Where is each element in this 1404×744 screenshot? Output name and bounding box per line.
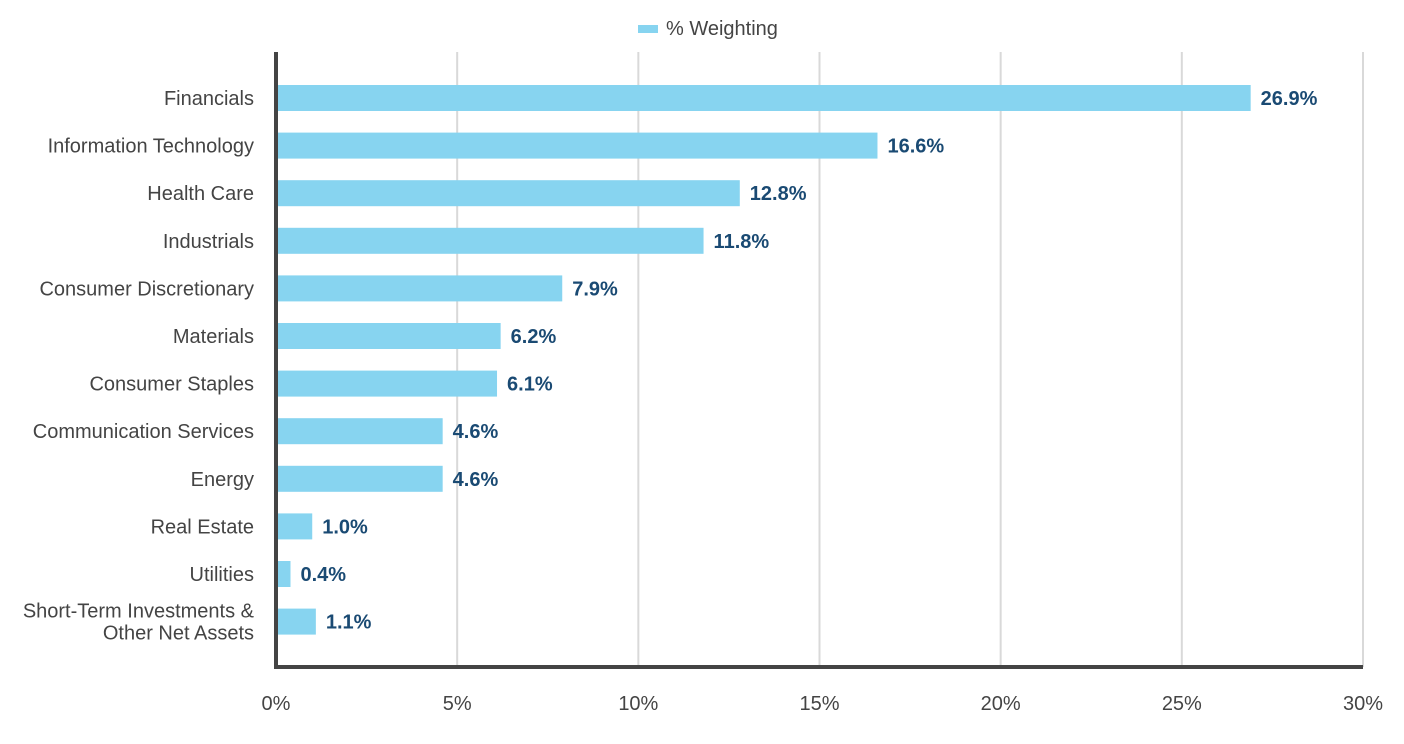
category-label-line: Energy (191, 469, 254, 491)
bar-5 (276, 323, 501, 349)
category-label-line: Consumer Staples (89, 374, 254, 396)
bar-11 (276, 608, 316, 635)
category-label-line: Communication Services (33, 421, 254, 443)
legend-label: % Weighting (666, 17, 778, 40)
value-label-3: 11.8% (714, 231, 770, 253)
category-label-2: Health Care (147, 183, 254, 205)
bar-7 (276, 418, 443, 445)
bar-10 (276, 561, 291, 587)
category-label-7: Communication Services (33, 421, 254, 443)
category-label-line: Other Net Assets (103, 623, 254, 645)
value-label-10: 0.4% (300, 564, 346, 586)
category-label-9: Real Estate (151, 516, 254, 538)
category-label-line: Industrials (163, 231, 254, 253)
value-label-4: 7.9% (572, 278, 618, 300)
category-label-6: Consumer Staples (89, 374, 254, 396)
value-label-8: 4.6% (453, 469, 499, 491)
x-tick-label-5: 25% (1162, 693, 1202, 715)
bar-1 (276, 132, 878, 159)
value-label-1: 16.6% (887, 136, 944, 158)
category-label-line: Real Estate (151, 516, 254, 538)
bar-2 (276, 180, 740, 207)
bar-6 (276, 370, 498, 397)
x-tick-label-3: 15% (799, 693, 839, 715)
value-label-2: 12.8% (750, 183, 807, 205)
x-tick-label-4: 20% (981, 693, 1021, 715)
bar-0 (276, 85, 1251, 111)
category-label-line: Information Technology (48, 136, 254, 158)
category-label-0: Financials (164, 88, 254, 110)
category-label-line: Utilities (190, 564, 254, 586)
category-label-line: Short-Term Investments & (23, 601, 255, 623)
category-label-line: Materials (173, 326, 254, 348)
value-label-11: 1.1% (326, 612, 372, 634)
category-label-11: Short-Term Investments & Other Net Assets (23, 601, 255, 645)
bar-9 (276, 513, 313, 540)
category-label-10: Utilities (190, 564, 254, 586)
value-label-7: 4.6% (453, 421, 499, 443)
category-label-line: Financials (164, 88, 254, 110)
category-label-5: Materials (173, 326, 254, 348)
x-tick-label-6: 30% (1343, 693, 1383, 715)
category-label-4: Consumer Discretionary (39, 278, 254, 300)
bar-8 (276, 465, 443, 492)
x-tick-label-1: 5% (443, 693, 472, 715)
category-label-line: Health Care (147, 183, 254, 205)
legend: % Weighting (638, 16, 778, 42)
legend-swatch (638, 25, 658, 33)
value-label-0: 26.9% (1261, 88, 1318, 110)
category-label-3: Industrials (163, 231, 254, 253)
value-label-9: 1.0% (322, 516, 368, 538)
value-label-6: 6.1% (507, 374, 553, 396)
bar-4 (276, 275, 563, 302)
bar-3 (276, 227, 704, 254)
category-label-line: Consumer Discretionary (39, 278, 254, 300)
value-label-5: 6.2% (511, 326, 557, 348)
category-label-1: Information Technology (48, 136, 254, 158)
x-tick-label-0: 0% (262, 693, 291, 715)
category-label-8: Energy (191, 469, 254, 491)
x-tick-label-2: 10% (618, 693, 658, 715)
